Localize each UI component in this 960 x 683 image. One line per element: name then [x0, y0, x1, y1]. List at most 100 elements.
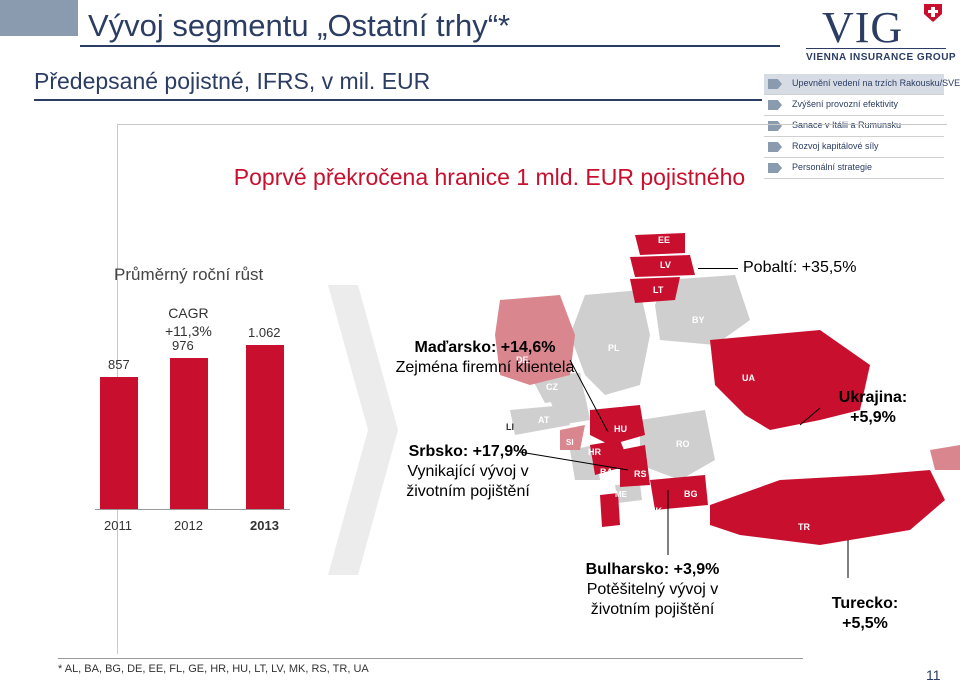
chart-value-label: 1.062	[248, 325, 281, 340]
map-label-hu: HU	[614, 424, 627, 434]
annotation-ukrajina-title: Ukrajina:	[838, 389, 908, 406]
arrow-icon	[768, 163, 782, 173]
map-label-tr: TR	[798, 522, 810, 532]
map-label-si: SI	[566, 438, 574, 447]
map-label-sk: SK	[610, 399, 623, 409]
map-country-pl	[570, 290, 650, 395]
map-country-bg	[650, 475, 708, 510]
map-label-de: DE	[516, 355, 529, 365]
page-subtitle: Předepsané pojistné, IFRS, v mil. EUR	[34, 68, 431, 94]
side-menu-label: Zvýšení provozní efektivity	[792, 99, 899, 109]
chart-bar	[246, 345, 284, 509]
map-country-si	[560, 425, 585, 450]
map-label-hr: HR	[588, 447, 601, 457]
page-number: 11	[926, 667, 941, 683]
title-accent-bar	[0, 0, 78, 36]
chevron-arrow-icon	[328, 285, 398, 575]
annotation-turecko-value: +5,5%	[842, 615, 888, 632]
map-label-rs: RS	[634, 469, 647, 479]
chart-axis	[95, 509, 290, 510]
map-label-ro: RO	[676, 439, 690, 449]
map-country-ge	[930, 445, 960, 470]
arrow-icon	[768, 100, 782, 110]
arrow-icon	[768, 79, 782, 89]
arrow-icon	[768, 142, 782, 152]
chart-bar	[170, 358, 208, 509]
chart-category-label: 2013	[250, 518, 279, 533]
annotation-srbsko: Srbsko: +17,9% Vynikající vývoj v životn…	[383, 442, 553, 502]
annotation-ukrajina: Ukrajina: +5,9%	[818, 388, 928, 428]
cagr-value: +11,3%	[165, 323, 212, 339]
map-country-ro	[640, 410, 715, 480]
map-label-me: ME	[615, 490, 628, 499]
side-menu-label: Rozvoj kapitálové síly	[792, 141, 879, 151]
side-menu-label: Personální strategie	[792, 162, 873, 172]
map-country-rs	[620, 445, 650, 487]
map-label-ua: UA	[742, 373, 755, 383]
europe-map: EE LV LT PL BY DE CZ SK AT LI UA HU SI H…	[495, 233, 960, 545]
map-label-ee: EE	[658, 235, 670, 245]
map-country-lv	[630, 255, 695, 277]
annotation-bulharsko-text-1: Potěšitelný vývoj v	[586, 581, 719, 598]
chart-value-label: 976	[172, 338, 194, 353]
footnote: * AL, BA, BG, DE, EE, FL, GE, HR, HU, LT…	[58, 663, 369, 675]
map-country-lt	[630, 277, 680, 303]
side-menu-item[interactable]: Personální strategie	[764, 158, 944, 179]
annotation-madarsko: Maďarsko: +14,6% Zejména firemní kliente…	[385, 338, 585, 378]
map-country-hu	[590, 405, 645, 445]
annotation-madarsko-text: Zejména firemní klientela	[395, 359, 575, 376]
side-menu-label: Sanace v Itálii a Rumunsku	[792, 120, 902, 130]
headline: Poprvé překročena hranice 1 mld. EUR poj…	[233, 164, 746, 190]
chart-bar	[100, 377, 138, 509]
annotation-turecko: Turecko: +5,5%	[810, 594, 920, 634]
map-country-ua	[710, 330, 870, 430]
map-label-pl: PL	[608, 343, 620, 353]
annotation-bulharsko-text-2: životním pojištění	[590, 601, 715, 618]
annotation-bulharsko-title: Bulharsko: +3,9%	[585, 561, 720, 578]
side-menu-item[interactable]: Sanace v Itálii a Rumunsku	[764, 116, 944, 137]
map-label-lt: LT	[653, 285, 664, 295]
chart-category-label: 2012	[174, 518, 203, 533]
annotation-ukrajina-value: +5,9%	[850, 409, 896, 426]
map-label-at: AT	[538, 415, 550, 425]
annotation-madarsko-title: Maďarsko: +14,6%	[414, 339, 556, 356]
map-label-bg: BG	[684, 489, 698, 499]
arrow-icon	[768, 121, 782, 131]
vig-logo: VIG	[822, 3, 904, 52]
map-country-ee	[635, 233, 685, 255]
annotation-pobalti: Pobaltí: +35,5%	[743, 259, 857, 276]
leader-line-srbsko-line	[519, 451, 629, 471]
chart-value-label: 857	[108, 357, 130, 372]
side-menu-item[interactable]: Zvýšení provozní efektivity	[764, 95, 944, 116]
annotation-srbsko-text-1: Vynikající vývoj v	[407, 463, 529, 480]
map-label-ge: GE	[887, 454, 900, 464]
vig-logo-emblem-icon	[924, 4, 942, 22]
map-label-lv: LV	[660, 260, 671, 270]
side-menu-item[interactable]: Upevnění vedení na trzích Rakousku/SVE	[764, 74, 960, 95]
leader-line-madarsko-line	[569, 359, 609, 433]
map-label-cz: CZ	[546, 382, 558, 392]
footnote-divider	[58, 658, 803, 659]
map-label-ba: BA	[600, 467, 613, 477]
annotation-turecko-title: Turecko:	[831, 595, 899, 612]
map-country-al	[600, 493, 620, 527]
cagr-text: CAGR	[168, 305, 209, 321]
growth-chart-title: Průměrný roční růst	[114, 265, 264, 284]
side-menu-item[interactable]: Rozvoj kapitálové síly	[764, 137, 944, 158]
map-label-li: LI	[506, 422, 514, 432]
map-country-de	[495, 295, 575, 385]
annotation-srbsko-title: Srbsko: +17,9%	[408, 443, 528, 460]
map-country-at	[510, 405, 570, 435]
logo-tagline: VIENNA INSURANCE GROUP	[806, 52, 957, 63]
map-country-mk	[615, 483, 642, 503]
leader-line-pobalti	[698, 268, 738, 269]
map-label-mk: MK	[648, 506, 662, 516]
strategy-side-menu: Upevnění vedení na trzích Rakousku/SVE Z…	[764, 74, 960, 179]
annotation-bulharsko: Bulharsko: +3,9% Potěšitelný vývoj v živ…	[560, 560, 745, 620]
cagr-label: CAGR +11,3%	[165, 304, 212, 340]
title-divider	[80, 45, 780, 47]
leader-line-ukrajina-line	[799, 407, 821, 426]
annotation-srbsko-text-2: životním pojištění	[406, 483, 530, 500]
side-menu-label: Upevnění vedení na trzích Rakousku/SVE	[792, 78, 960, 88]
